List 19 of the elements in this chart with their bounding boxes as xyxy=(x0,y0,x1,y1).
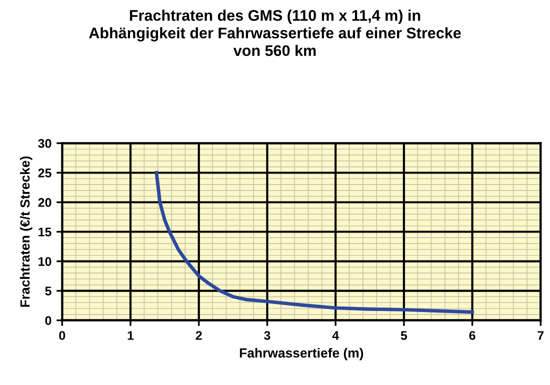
y-axis-title: Frachtraten (€/t Strecke) xyxy=(20,156,32,307)
x-tick-label: 5 xyxy=(400,331,408,340)
chart-title: Frachtraten des GMS (110 m x 11,4 m) in Abhängigkeit der Fahrwassertiefe auf einer Strecke von 560 km xyxy=(89,10,461,56)
x-tick-label: 3 xyxy=(264,331,270,340)
x-tick-label: 7 xyxy=(538,331,544,340)
y-tick-label: 25 xyxy=(38,168,52,178)
y-tick-label: 30 xyxy=(38,139,52,148)
y-tick-label: 10 xyxy=(38,257,52,266)
x-axis-title: Fahrwassertiefe (m) xyxy=(240,348,364,360)
x-tick-label: 2 xyxy=(196,331,202,340)
y-tick-label: 5 xyxy=(45,286,52,296)
y-tick-label: 0 xyxy=(45,316,52,325)
x-tick-label: 0 xyxy=(59,331,66,340)
x-tick-label: 6 xyxy=(469,331,476,340)
x-tick-label: 1 xyxy=(128,331,134,340)
y-tick-label: 15 xyxy=(38,228,52,236)
y-tick-label: 20 xyxy=(38,198,52,207)
line-series xyxy=(154,171,474,314)
x-tick-label: 4 xyxy=(332,331,339,340)
